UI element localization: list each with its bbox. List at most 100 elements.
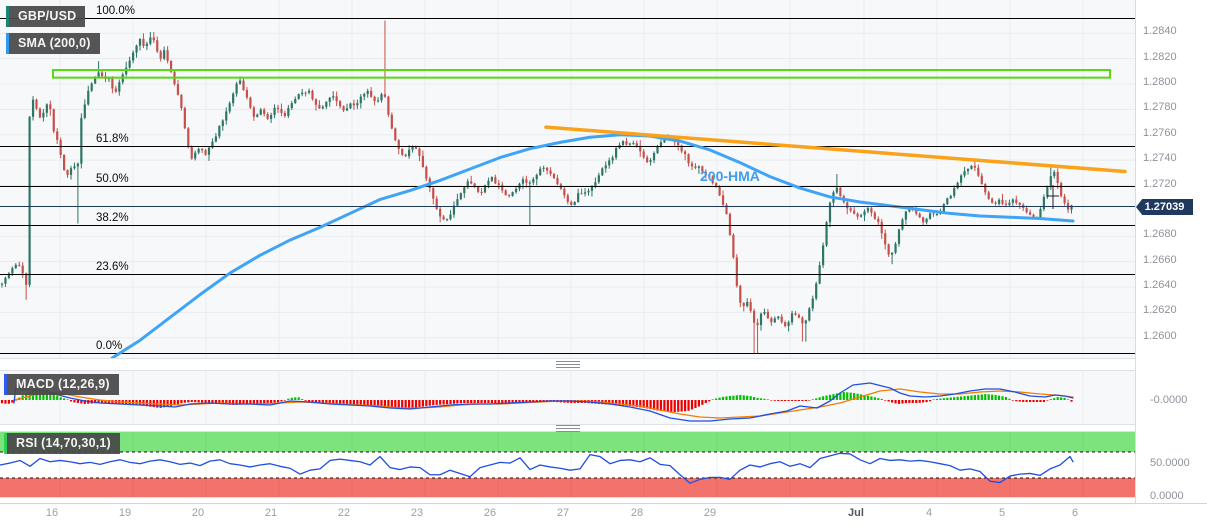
- candlestick: [880, 221, 883, 234]
- candlestick: [915, 209, 918, 214]
- macd-histogram-bar: [221, 400, 224, 405]
- candlestick: [56, 131, 59, 140]
- candlestick: [349, 103, 352, 109]
- candlestick: [490, 177, 493, 181]
- candlestick: [1032, 214, 1035, 218]
- time-axis-label: 23: [410, 507, 424, 519]
- macd-histogram-bar: [259, 400, 262, 404]
- candlestick: [873, 212, 876, 219]
- macd-histogram-bar: [866, 395, 870, 400]
- candlestick: [218, 125, 221, 137]
- macd-histogram-bar: [646, 400, 649, 409]
- macd-histogram-bar: [701, 400, 704, 405]
- rsi-overbought-zone: [0, 432, 1135, 452]
- pane-resize-handle[interactable]: [556, 425, 580, 433]
- macd-histogram-bar: [853, 393, 856, 400]
- candlestick: [387, 96, 390, 115]
- candlestick: [742, 302, 745, 307]
- candlestick: [932, 213, 935, 215]
- macd-histogram-bar: [4, 400, 7, 404]
- main-chart-panel[interactable]: [0, 0, 1135, 358]
- symbol-legend[interactable]: GBP/USD: [6, 6, 86, 27]
- candlestick: [701, 166, 704, 172]
- candlestick: [887, 244, 890, 255]
- macd-histogram-bar: [397, 400, 400, 409]
- macd-legend[interactable]: MACD (12,26,9): [4, 374, 119, 395]
- macd-histogram-bar: [466, 400, 469, 403]
- candlestick: [697, 166, 700, 168]
- candlestick: [649, 160, 652, 162]
- candlestick: [891, 252, 894, 255]
- macd-histogram-bar: [111, 400, 114, 404]
- candlestick: [870, 208, 873, 213]
- candlestick: [590, 186, 594, 191]
- price-axis-label: 1.2760: [1143, 126, 1177, 139]
- candlestick: [659, 142, 663, 147]
- candlestick: [463, 187, 466, 194]
- candlestick: [270, 114, 273, 119]
- divider: [0, 424, 1135, 425]
- macd-canvas[interactable]: [0, 371, 1135, 424]
- macd-histogram-bar: [214, 400, 217, 404]
- candlestick: [252, 107, 255, 117]
- macd-panel[interactable]: [0, 371, 1135, 424]
- fib-label: 0.0%: [96, 339, 123, 352]
- pane-resize-handle[interactable]: [556, 361, 580, 369]
- macd-histogram-bar: [249, 400, 252, 404]
- candlestick: [704, 171, 707, 176]
- candlestick: [528, 182, 531, 184]
- candlestick: [456, 199, 459, 206]
- sma-legend[interactable]: SMA (200,0): [6, 33, 100, 54]
- macd-histogram-bar: [328, 400, 331, 404]
- candlestick: [477, 186, 480, 192]
- macd-histogram-bar: [325, 400, 328, 404]
- rsi-legend[interactable]: RSI (14,70,30,1): [4, 433, 120, 454]
- candlestick: [580, 193, 583, 195]
- macd-histogram-bar: [825, 395, 828, 400]
- macd-histogram-bar: [421, 400, 424, 407]
- symbol-accent-bar: [6, 6, 9, 27]
- macd-histogram-bar: [987, 394, 990, 400]
- candlestick: [628, 143, 631, 145]
- rsi-canvas[interactable]: [0, 432, 1135, 497]
- candlestick: [977, 167, 980, 176]
- hma-annotation: 200-HMA: [700, 168, 760, 184]
- time-axis-label: 5: [998, 507, 1006, 519]
- macd-histogram-bar: [304, 400, 307, 401]
- candlestick: [483, 185, 487, 193]
- macd-histogram-bar: [425, 400, 428, 407]
- candlestick: [94, 76, 97, 84]
- macd-histogram-bar: [445, 400, 449, 405]
- macd-histogram-bar: [973, 395, 976, 400]
- main-chart-canvas[interactable]: [0, 0, 1135, 358]
- macd-histogram-bar: [76, 400, 79, 403]
- candlestick: [480, 191, 483, 193]
- candlestick: [759, 313, 763, 326]
- rsi-panel[interactable]: [0, 432, 1135, 497]
- macd-histogram-bar: [773, 400, 776, 401]
- candlestick: [4, 277, 7, 284]
- macd-histogram-bar: [408, 400, 411, 409]
- macd-histogram-bar: [483, 400, 487, 403]
- macd-histogram-bar: [697, 400, 700, 407]
- macd-histogram-bar: [449, 400, 452, 404]
- candlestick: [376, 100, 380, 102]
- macd-histogram-bar: [297, 397, 300, 400]
- candlestick: [497, 183, 500, 185]
- macd-histogram-bar: [777, 400, 780, 401]
- candlestick: [963, 171, 966, 176]
- macd-histogram-bar: [970, 395, 973, 400]
- macd-histogram-bar: [535, 400, 538, 402]
- macd-histogram-bar: [232, 400, 235, 405]
- macd-histogram-bar: [946, 397, 949, 400]
- divider: [0, 497, 1135, 498]
- macd-histogram-bar: [884, 400, 887, 401]
- candlestick: [414, 146, 418, 149]
- candlestick: [149, 37, 152, 44]
- candlestick: [808, 308, 811, 321]
- candlestick: [770, 318, 773, 323]
- candlestick: [1029, 212, 1032, 215]
- macd-histogram-bar: [270, 400, 273, 404]
- candlestick: [532, 179, 535, 183]
